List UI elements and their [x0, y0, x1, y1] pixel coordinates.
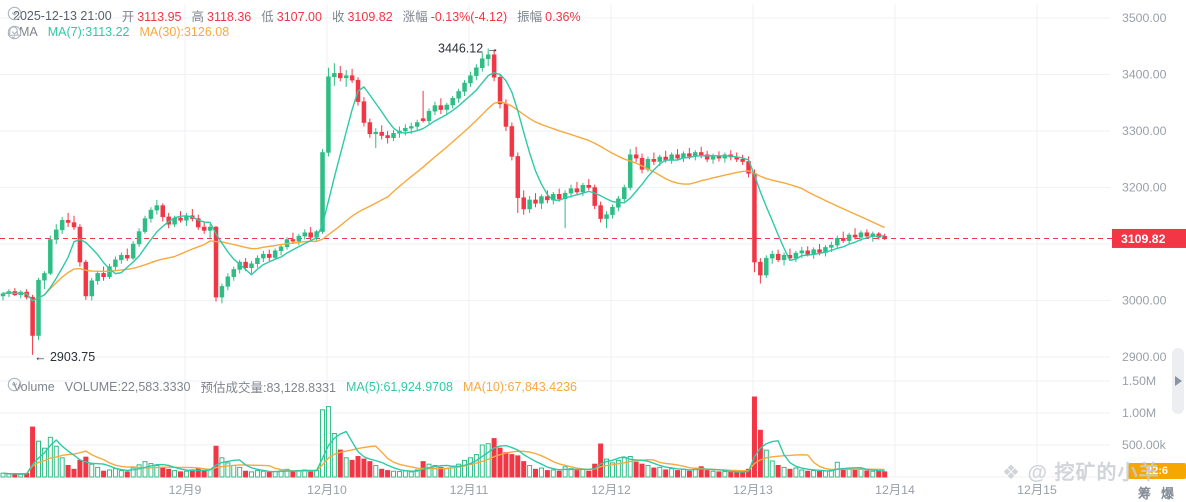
scroll-to-latest-button[interactable] [1172, 348, 1184, 414]
low-label: 低 [261, 10, 274, 24]
time-axis-countdown-badge: 22:6 [1128, 463, 1186, 479]
svg-text:12月13: 12月13 [733, 483, 773, 497]
svg-text:3300.00: 3300.00 [1122, 124, 1167, 138]
candle-datetime: 2025-12-13 21:00 [13, 8, 112, 23]
close-label: 收 [331, 10, 345, 24]
svg-text:3000.00: 3000.00 [1122, 294, 1167, 308]
svg-text:500.00k: 500.00k [1122, 438, 1167, 452]
high-label: 高 [191, 10, 204, 24]
axis-toggle-buttons: 筹 爆 [1138, 483, 1174, 502]
volume-value: VOLUME:22,583.3330 [64, 379, 191, 394]
chips-distribution-button[interactable]: 筹 [1138, 486, 1152, 501]
change-value: -0.13%(-4.12) [430, 10, 508, 24]
low-value: 3107.00 [276, 10, 322, 24]
svg-text:12月14: 12月14 [875, 483, 915, 497]
svg-text:12月11: 12月11 [450, 483, 489, 497]
svg-text:12月10: 12月10 [307, 483, 347, 497]
volume-legend: Volume VOLUME:22,583.3330 预估成交量:83,128.8… [7, 377, 587, 396]
ohlc-info-bar: 2025-12-13 21:00 开 3113.95 高 3118.36 低 3107… [7, 6, 591, 25]
volume-title: Volume [13, 379, 55, 394]
amplitude-value: 0.36% [545, 10, 581, 24]
open-label: 开 [121, 10, 135, 24]
ma30-value: MA(30):3126.08 [139, 25, 230, 39]
close-value: 3109.82 [347, 10, 393, 24]
svg-text:3400.00: 3400.00 [1122, 68, 1167, 82]
amplitude-label: 振幅 [517, 10, 543, 24]
change-label: 涨幅 [402, 10, 428, 24]
svg-text:12月15: 12月15 [1017, 483, 1057, 497]
svg-text:2900.00: 2900.00 [1122, 350, 1167, 364]
svg-text:12月9: 12月9 [169, 483, 202, 497]
svg-text:3109.82: 3109.82 [1121, 232, 1166, 246]
svg-text:1.50M: 1.50M [1122, 374, 1156, 388]
svg-text:12月12: 12月12 [591, 483, 631, 497]
estimated-volume-value: 预估成交量:83,128.8331 [200, 381, 336, 395]
svg-text:3500.00: 3500.00 [1122, 11, 1167, 25]
svg-text:3446.12 →: 3446.12 → [438, 41, 499, 55]
ma-legend: MA MA(7):3113.22 MA(30):3126.08 [7, 25, 239, 40]
svg-text:← 2903.75: ← 2903.75 [34, 350, 95, 364]
svg-text:1.00M: 1.00M [1122, 406, 1156, 420]
liquidation-button[interactable]: 爆 [1161, 486, 1175, 501]
open-value: 3113.95 [137, 10, 182, 24]
volume-ma10-value: MA(10):67,843.4236 [463, 379, 577, 394]
volume-ma5-value: MA(5):61,924.9708 [345, 379, 453, 394]
ma-title: MA [19, 25, 38, 39]
arrow-right-icon [1174, 376, 1182, 386]
high-value: 3118.36 [207, 10, 252, 24]
ma7-value: MA(7):3113.22 [47, 25, 130, 39]
svg-text:3200.00: 3200.00 [1122, 181, 1167, 195]
